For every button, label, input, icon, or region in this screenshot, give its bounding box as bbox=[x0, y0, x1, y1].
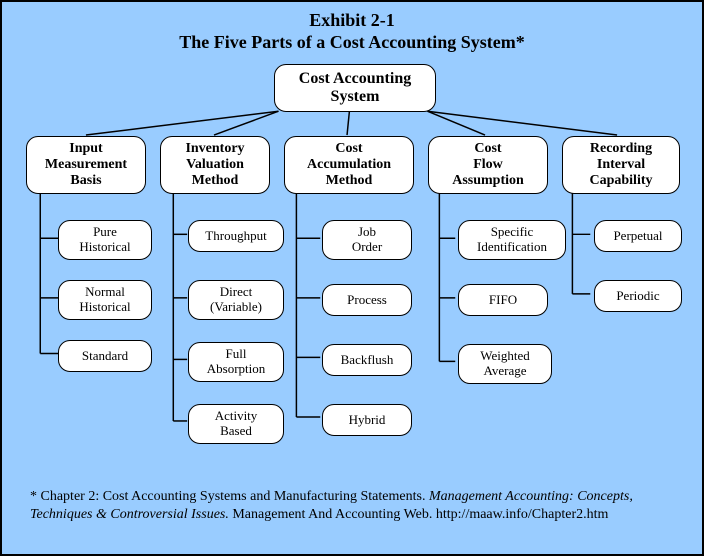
category-node: CostAccumulationMethod bbox=[284, 136, 414, 194]
footnote-plain: * Chapter 2: Cost Accounting Systems and… bbox=[30, 489, 429, 504]
leaf-node: Throughput bbox=[188, 220, 284, 252]
leaf-node: ActivityBased bbox=[188, 404, 284, 444]
exhibit-number: Exhibit 2-1 bbox=[2, 10, 702, 31]
leaf-node: Direct(Variable) bbox=[188, 280, 284, 320]
category-node: InventoryValuationMethod bbox=[160, 136, 270, 194]
leaf-node: Process bbox=[322, 284, 412, 316]
leaf-node: Periodic bbox=[594, 280, 682, 312]
leaf-node: FullAbsorption bbox=[188, 342, 284, 382]
category-node: InputMeasurementBasis bbox=[26, 136, 146, 194]
exhibit-title: The Five Parts of a Cost Accounting Syst… bbox=[2, 32, 702, 53]
footnote: * Chapter 2: Cost Accounting Systems and… bbox=[30, 488, 670, 523]
diagram-canvas: Exhibit 2-1 The Five Parts of a Cost Acc… bbox=[0, 0, 704, 556]
leaf-node: PureHistorical bbox=[58, 220, 152, 260]
category-node: RecordingIntervalCapability bbox=[562, 136, 680, 194]
footnote-rest: Management And Accounting Web. http://ma… bbox=[229, 507, 609, 522]
leaf-node: Standard bbox=[58, 340, 152, 372]
leaf-node: NormalHistorical bbox=[58, 280, 152, 320]
leaf-node: Hybrid bbox=[322, 404, 412, 436]
leaf-node: FIFO bbox=[458, 284, 548, 316]
leaf-node: Backflush bbox=[322, 344, 412, 376]
leaf-node: SpecificIdentification bbox=[458, 220, 566, 260]
root-node: Cost AccountingSystem bbox=[274, 64, 436, 112]
category-node: CostFlowAssumption bbox=[428, 136, 548, 194]
leaf-node: JobOrder bbox=[322, 220, 412, 260]
leaf-node: WeightedAverage bbox=[458, 344, 552, 384]
leaf-node: Perpetual bbox=[594, 220, 682, 252]
